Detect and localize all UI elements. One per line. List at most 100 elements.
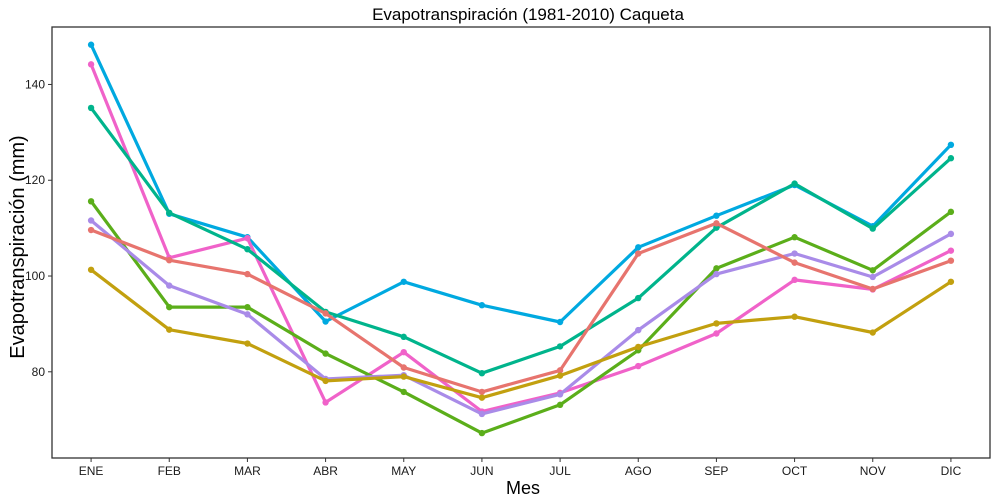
data-point xyxy=(869,225,876,232)
data-point xyxy=(478,302,486,309)
data-point xyxy=(87,41,95,48)
x-tick-label: NOV xyxy=(860,464,886,478)
data-point xyxy=(166,209,173,217)
series-line xyxy=(89,43,953,324)
data-point xyxy=(478,410,486,418)
series-3 xyxy=(87,104,955,377)
series-6 xyxy=(87,220,955,396)
data-point xyxy=(400,373,407,380)
data-point xyxy=(166,326,173,333)
data-point xyxy=(87,226,95,234)
data-point xyxy=(478,388,486,396)
y-tick-label: 120 xyxy=(25,173,45,187)
data-point xyxy=(791,180,798,187)
data-point xyxy=(947,278,955,285)
data-point xyxy=(87,266,95,273)
data-point xyxy=(869,329,876,336)
x-tick-label: AGO xyxy=(625,464,652,478)
x-tick-label: JUN xyxy=(470,464,493,478)
x-tick-label: SEP xyxy=(704,464,728,478)
data-point xyxy=(947,141,955,149)
data-point xyxy=(322,350,329,357)
data-point xyxy=(400,388,407,396)
x-tick-label: DIC xyxy=(941,464,962,478)
series-7 xyxy=(87,266,955,401)
data-point xyxy=(947,155,955,162)
data-point xyxy=(244,340,251,347)
data-point xyxy=(400,278,407,285)
plot-panel xyxy=(51,26,991,459)
data-point xyxy=(400,364,407,371)
data-point xyxy=(713,220,720,227)
plot-border xyxy=(51,26,991,459)
data-point xyxy=(244,270,251,278)
x-tick-label: OCT xyxy=(782,464,808,478)
x-tick-label: JUL xyxy=(549,464,571,478)
chart-title: Evapotranspiración (1981-2010) Caqueta xyxy=(372,5,684,24)
x-tick-label: ABR xyxy=(313,464,338,478)
data-point xyxy=(87,198,95,205)
x-tick-label: FEB xyxy=(158,464,181,478)
y-tick-label: 140 xyxy=(25,77,45,91)
data-point xyxy=(635,326,642,334)
series-line xyxy=(89,199,953,435)
data-point xyxy=(87,61,95,68)
data-point xyxy=(322,318,329,325)
data-point xyxy=(713,330,720,337)
x-axis: ENE FEB MAR ABR MAY JUN JUL AGO SEP OCT NOV DIC xyxy=(79,458,962,478)
data-point xyxy=(478,429,486,437)
series-2 xyxy=(87,61,955,415)
data-point xyxy=(947,208,955,216)
data-point xyxy=(244,234,251,242)
data-point xyxy=(400,333,407,341)
data-point xyxy=(556,318,564,326)
data-point xyxy=(400,348,407,356)
data-point xyxy=(478,394,486,401)
x-tick-label: MAY xyxy=(391,464,416,478)
data-point xyxy=(713,212,720,219)
data-point xyxy=(556,367,564,374)
data-point xyxy=(947,257,955,264)
data-point xyxy=(322,377,329,385)
data-point xyxy=(791,234,798,241)
data-point xyxy=(791,313,798,320)
series-line xyxy=(89,106,953,375)
series-4 xyxy=(87,198,955,437)
x-tick-label: MAR xyxy=(234,464,261,478)
data-point xyxy=(947,230,955,238)
data-point xyxy=(556,372,564,379)
data-point xyxy=(556,401,564,409)
data-point xyxy=(713,320,720,327)
x-axis-title: Mes xyxy=(506,478,540,498)
data-point xyxy=(322,310,329,317)
x-tick-label: ENE xyxy=(79,464,104,478)
y-tick-label: 80 xyxy=(32,365,46,379)
data-point xyxy=(635,343,642,351)
data-point xyxy=(869,273,876,281)
data-point xyxy=(244,246,251,253)
data-point xyxy=(713,265,720,272)
data-point xyxy=(713,270,720,278)
data-point xyxy=(869,267,876,274)
data-point xyxy=(791,250,798,257)
data-point xyxy=(244,303,251,311)
series-line xyxy=(89,221,953,394)
y-axis-title: Evapotranspiración (mm) xyxy=(7,135,29,358)
data-point xyxy=(635,294,642,302)
data-point xyxy=(635,362,642,370)
series-layer xyxy=(87,41,955,437)
data-point xyxy=(635,244,642,251)
data-point xyxy=(166,303,173,311)
series-line xyxy=(89,218,953,416)
data-point xyxy=(87,104,95,112)
data-point xyxy=(791,276,798,284)
y-axis: 80 100 120 140 xyxy=(25,77,52,379)
series-line xyxy=(89,268,953,400)
data-point xyxy=(791,259,798,266)
data-point xyxy=(635,250,642,257)
data-point xyxy=(87,217,95,224)
data-point xyxy=(478,370,486,377)
data-point xyxy=(244,311,251,318)
data-point xyxy=(166,257,173,264)
